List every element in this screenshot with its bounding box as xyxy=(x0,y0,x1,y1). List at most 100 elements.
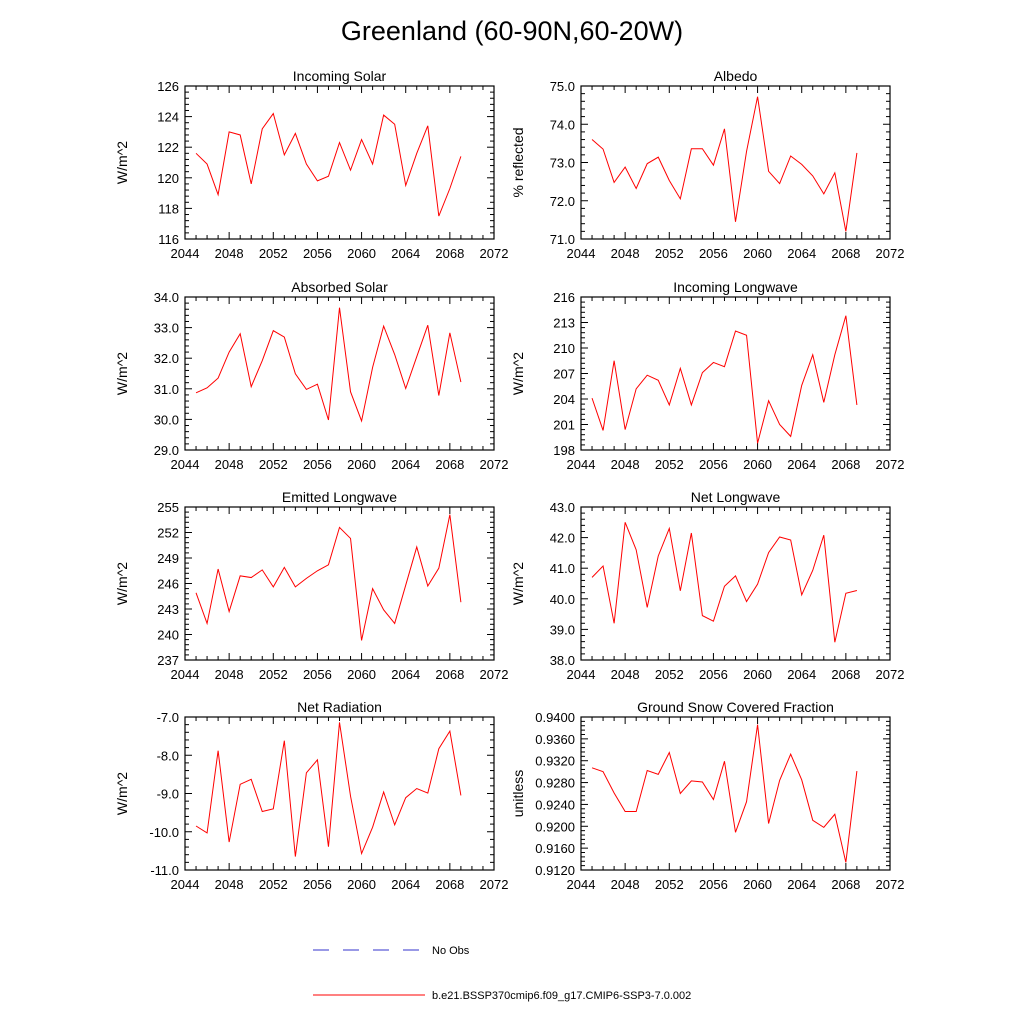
y-tick-label: 72.0 xyxy=(550,194,575,209)
x-tick-label: 2060 xyxy=(347,667,376,682)
x-tick-label: 2052 xyxy=(655,667,684,682)
x-tick-label: 2064 xyxy=(787,246,816,261)
y-tick-label: 74.0 xyxy=(550,117,575,132)
y-tick-label: 252 xyxy=(157,526,179,541)
plot-frame xyxy=(580,506,891,661)
y-tick-label: 71.0 xyxy=(550,232,575,247)
panel-title: Incoming Solar xyxy=(293,68,387,84)
x-tick-label: 2044 xyxy=(171,667,200,682)
y-axis-label: W/m^2 xyxy=(510,562,526,605)
panel-title: Albedo xyxy=(714,68,758,84)
panel-title: Ground Snow Covered Fraction xyxy=(637,699,834,715)
x-tick-label: 2064 xyxy=(787,457,816,472)
y-tick-label: 38.0 xyxy=(550,653,575,668)
y-tick-label: 213 xyxy=(553,316,575,331)
panel-title: Incoming Longwave xyxy=(673,279,798,295)
x-tick-label: 2056 xyxy=(699,877,728,892)
y-tick-label: 237 xyxy=(157,653,179,668)
y-axis-label: unitless xyxy=(510,770,526,817)
x-tick-label: 2048 xyxy=(611,667,640,682)
y-tick-label: -7.0 xyxy=(157,710,179,725)
x-tick-label: 2060 xyxy=(743,246,772,261)
y-tick-label: 75.0 xyxy=(550,79,575,94)
x-tick-label: 2068 xyxy=(435,877,464,892)
series-line xyxy=(591,315,858,444)
y-tick-label: 41.0 xyxy=(550,561,575,576)
x-tick-label: 2056 xyxy=(699,246,728,261)
chart-panel: Ground Snow Covered Fraction unitless 2044… xyxy=(510,699,904,892)
x-tick-label: 2056 xyxy=(303,667,332,682)
y-tick-label: 39.0 xyxy=(550,622,575,637)
y-tick-label: 0.9200 xyxy=(535,819,575,834)
chart-panel: Absorbed Solar W/m^2 2044 2048 2052 2056 2060 2… xyxy=(114,279,508,472)
plot-frame xyxy=(580,85,891,240)
y-tick-label: 42.0 xyxy=(550,531,575,546)
x-tick-label: 2044 xyxy=(171,877,200,892)
plot-frame xyxy=(184,85,495,240)
x-tick-label: 2072 xyxy=(876,457,905,472)
x-tick-label: 2060 xyxy=(743,667,772,682)
y-tick-label: -10.0 xyxy=(149,825,179,840)
x-tick-label: 2060 xyxy=(347,877,376,892)
y-axis-label: W/m^2 xyxy=(114,141,130,184)
x-tick-label: 2052 xyxy=(655,246,684,261)
x-tick-label: 2064 xyxy=(787,667,816,682)
panel-title: Net Longwave xyxy=(691,489,781,505)
y-tick-label: 118 xyxy=(158,201,179,216)
x-tick-label: 2052 xyxy=(655,877,684,892)
plot-frame xyxy=(580,716,891,871)
y-tick-label: 207 xyxy=(553,367,575,382)
legend: No Obs b.e21.BSSP370cmip6.f09_g17.CMIP6-… xyxy=(313,945,691,1002)
chart-panel: Incoming Solar W/m^2 2044 2048 2052 2056 2060 2… xyxy=(114,68,508,261)
y-axis-label: W/m^2 xyxy=(510,352,526,395)
y-tick-label: 204 xyxy=(553,392,575,407)
y-tick-label: 198 xyxy=(553,443,575,458)
x-tick-label: 2048 xyxy=(215,246,244,261)
x-tick-label: 2044 xyxy=(567,457,596,472)
x-tick-label: 2068 xyxy=(435,246,464,261)
y-tick-label: 33.0 xyxy=(154,321,179,336)
x-tick-label: 2048 xyxy=(611,877,640,892)
y-tick-label: 120 xyxy=(157,171,179,186)
x-tick-label: 2056 xyxy=(303,877,332,892)
x-tick-label: 2052 xyxy=(259,246,288,261)
x-tick-label: 2044 xyxy=(171,246,200,261)
y-tick-label: 0.9160 xyxy=(535,841,575,856)
y-tick-label: -11.0 xyxy=(150,863,179,878)
figure-title: Greenland (60-90N,60-20W) xyxy=(341,16,683,46)
x-tick-label: 2068 xyxy=(435,667,464,682)
x-tick-label: 2048 xyxy=(215,877,244,892)
y-tick-label: 29.0 xyxy=(154,443,179,458)
x-tick-label: 2068 xyxy=(831,457,860,472)
y-tick-label: 0.9360 xyxy=(535,732,575,747)
chart-panel: Albedo % reflected 2044 2048 2052 2056 2060 206… xyxy=(510,68,904,261)
x-tick-label: 2072 xyxy=(480,877,509,892)
x-tick-label: 2056 xyxy=(303,457,332,472)
panel-title: Net Radiation xyxy=(297,699,382,715)
y-tick-label: 43.0 xyxy=(550,500,575,515)
y-tick-label: -9.0 xyxy=(157,787,179,802)
y-tick-label: 210 xyxy=(553,341,575,356)
x-tick-label: 2068 xyxy=(831,667,860,682)
x-tick-label: 2048 xyxy=(611,246,640,261)
x-tick-label: 2064 xyxy=(391,246,420,261)
x-tick-label: 2072 xyxy=(876,667,905,682)
x-tick-label: 2064 xyxy=(391,457,420,472)
x-tick-label: 2068 xyxy=(831,877,860,892)
y-axis-label: W/m^2 xyxy=(114,352,130,395)
y-tick-label: -8.0 xyxy=(157,748,179,763)
x-tick-label: 2068 xyxy=(435,457,464,472)
y-tick-label: 255 xyxy=(157,500,179,515)
y-axis-label: W/m^2 xyxy=(114,772,130,815)
y-tick-label: 73.0 xyxy=(550,156,575,171)
plot-frame xyxy=(184,506,495,661)
y-tick-label: 0.9120 xyxy=(535,863,575,878)
chart-panel: Net Radiation W/m^2 2044 2048 2052 2056 2060 20… xyxy=(114,699,508,892)
x-tick-label: 2060 xyxy=(347,246,376,261)
x-tick-label: 2060 xyxy=(347,457,376,472)
y-tick-label: 32.0 xyxy=(154,351,179,366)
x-tick-label: 2064 xyxy=(391,877,420,892)
panel-title: Emitted Longwave xyxy=(282,489,397,505)
x-tick-label: 2048 xyxy=(215,457,244,472)
